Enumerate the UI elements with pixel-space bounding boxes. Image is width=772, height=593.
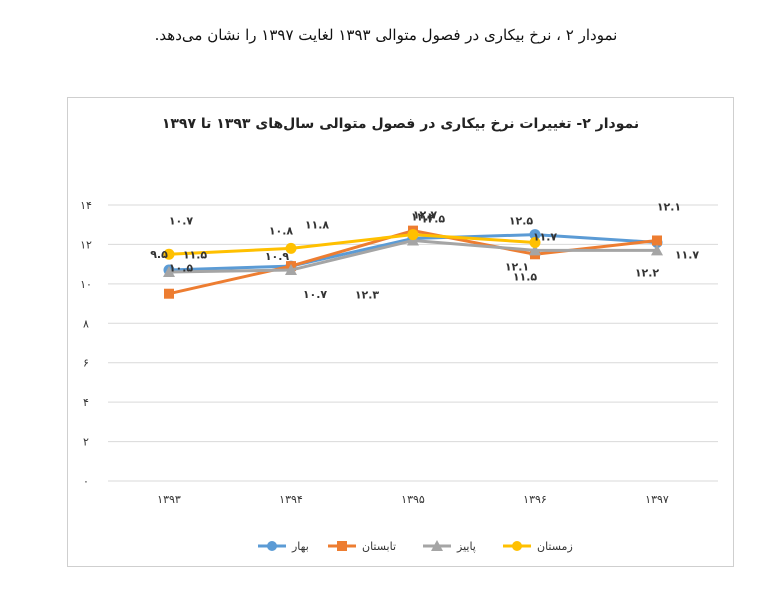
data-point-marker: [163, 248, 175, 260]
legend-swatch-marker: [337, 541, 347, 551]
data-point-marker: [285, 264, 297, 276]
annotation-label: ۱۲.۱: [505, 260, 529, 273]
chart-title: نمودار ۲- تغییرات نرخ بیکاری در فصول متو…: [161, 116, 640, 132]
data-label: ۱۱.۷: [533, 230, 558, 243]
legend-label: پاییز: [456, 540, 476, 553]
data-label: ۱۲.۱: [657, 200, 681, 213]
legend-swatch-marker: [267, 541, 277, 551]
data-point-marker: [529, 244, 541, 256]
annotation-label: ۱۲.۳: [355, 288, 380, 301]
data-label: ۱۰.۷: [169, 214, 194, 227]
x-tick-label: ۱۳۹۴: [279, 493, 303, 506]
data-point-marker: [652, 235, 662, 246]
data-point-marker: [407, 229, 419, 241]
y-tick-label: ۴: [83, 396, 89, 409]
x-tick-label: ۱۳۹۳: [157, 493, 181, 506]
annotation-label: ۱۰.۷: [303, 288, 328, 301]
y-tick-label: ۰: [83, 475, 89, 488]
data-point-marker: [529, 229, 541, 241]
y-tick-label: ۲: [83, 436, 89, 449]
series-line: [168, 233, 536, 256]
annotation-label: ۱۱.۵: [183, 248, 208, 261]
data-label: ۱۰.۵: [169, 262, 194, 275]
legend-label: تابستان: [362, 540, 396, 553]
y-tick-label: ۱۴: [80, 199, 92, 212]
page-caption: نمودار ۲ ، نرخ بیکاری در فصول متوالی ۱۳۹…: [154, 26, 618, 44]
y-tick-label: ۱۰: [80, 278, 92, 291]
data-label: ۹.۵: [150, 248, 168, 261]
y-tick-label: ۸: [83, 317, 89, 330]
legend-swatch-marker: [431, 540, 443, 551]
data-label: ۱۲.۲: [635, 266, 660, 279]
x-tick-label: ۱۳۹۵: [401, 493, 425, 506]
data-label: ۱۱.۵: [513, 270, 538, 283]
y-tick-label: ۶: [83, 357, 89, 370]
annotation-label: ۱۲.۵: [421, 213, 446, 226]
data-label: ۱۰.۸: [269, 224, 294, 237]
legend-label: بهار: [291, 540, 309, 553]
legend-swatch-marker: [512, 541, 522, 551]
data-point-marker: [163, 266, 175, 278]
legend-label: زمستان: [537, 540, 573, 553]
data-label: ۱۲.۷: [413, 208, 438, 221]
data-point-marker: [529, 236, 541, 248]
x-tick-label: ۱۳۹۶: [523, 493, 547, 506]
annotation-label: ۱۱.۷: [675, 248, 700, 261]
x-tick-label: ۱۳۹۷: [645, 493, 669, 506]
data-label: ۱۰.۹: [265, 250, 290, 263]
data-point-marker: [164, 288, 174, 299]
data-point-marker: [651, 244, 663, 256]
chart-frame: نمودار ۲- تغییرات نرخ بیکاری در فصول متو…: [67, 97, 734, 567]
data-point-marker: [285, 242, 297, 254]
y-tick-label: ۱۲: [80, 238, 92, 251]
annotation-label: ۱۱.۸: [305, 218, 330, 231]
data-label: ۱۲.۵: [509, 215, 534, 228]
data-label: ۱۲.۲: [411, 211, 436, 224]
